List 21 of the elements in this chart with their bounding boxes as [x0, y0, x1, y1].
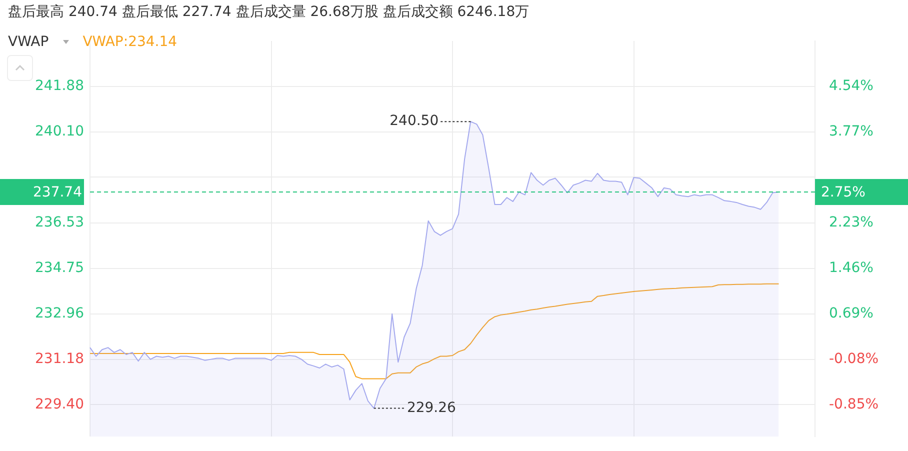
y2-tick-label: 4.54% [829, 78, 874, 94]
y2-tick-label: -0.08% [829, 350, 879, 367]
y2-tick-label: 3.77% [829, 124, 874, 140]
y-tick-label: 234.75 [35, 260, 84, 276]
annotation: 240.50 [390, 113, 439, 130]
text: 2.75% [821, 184, 866, 201]
y2-tick-label: 0.69% [829, 305, 874, 322]
y-tick-label: 241.88 [35, 78, 84, 94]
text: VWAP:234.14 [82, 34, 178, 50]
y-tick-label: 231.18 [35, 350, 84, 367]
y-tick-label: 229.40 [35, 396, 84, 412]
y2-tick-label: 2.23% [829, 214, 874, 230]
ref-line-label: 237.74 [33, 184, 82, 201]
chart-title: 盘后最高 240.74 盘后最低 227.74 盘后成交量 26.68万股 盘后成交额 6246.18万 [8, 3, 530, 21]
annotation: 229.26 [406, 400, 456, 416]
y2-tick-label: 1.46% [829, 260, 874, 276]
y-tick-label: 236.53 [35, 214, 84, 230]
y2-tick-label: -0.85% [829, 396, 879, 412]
y-tick-label: 232.96 [35, 306, 84, 322]
chart-subtitle: VWAP [8, 34, 49, 50]
y-tick-label: 240.10 [35, 123, 84, 140]
